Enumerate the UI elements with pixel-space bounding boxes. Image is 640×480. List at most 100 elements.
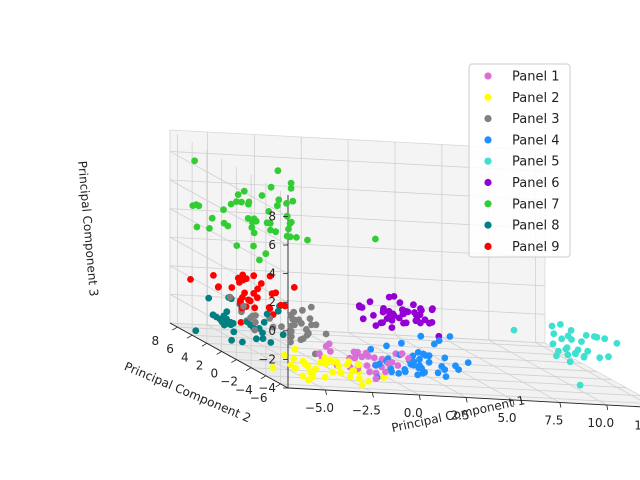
data-point (548, 322, 556, 330)
data-point (383, 315, 391, 322)
legend-marker (484, 178, 492, 187)
data-point (257, 280, 265, 287)
data-point (195, 202, 203, 210)
data-point (285, 225, 292, 233)
data-point (316, 350, 323, 357)
y-tick-label: −6 (250, 391, 268, 405)
data-point (267, 183, 275, 191)
data-point (395, 314, 403, 322)
data-point (564, 351, 572, 359)
data-point (558, 335, 566, 343)
data-point (267, 339, 275, 346)
data-point (410, 361, 417, 369)
x-tick-label: −2.5 (352, 404, 381, 418)
data-point (248, 224, 256, 231)
data-point (372, 322, 380, 329)
data-point (412, 317, 420, 325)
x-tick-mark (465, 397, 468, 403)
data-point (312, 321, 320, 329)
data-point (356, 375, 363, 383)
data-point (240, 302, 247, 310)
legend-entry: Panel 9 (512, 240, 559, 255)
data-point (273, 202, 281, 210)
data-point (346, 373, 354, 381)
data-point (292, 364, 299, 372)
data-point (256, 256, 263, 264)
data-point (435, 337, 443, 344)
data-point (582, 332, 590, 339)
data-point (283, 232, 291, 240)
data-point (321, 374, 329, 381)
data-point (434, 369, 442, 377)
data-point (414, 349, 422, 356)
x-tick-label: 10.0 (587, 416, 614, 430)
data-point (354, 348, 361, 356)
data-point (208, 214, 216, 222)
data-point (394, 362, 402, 369)
y-tick-label: 2 (196, 358, 204, 372)
data-point (419, 350, 427, 358)
data-point (593, 333, 601, 341)
data-point (253, 335, 260, 343)
data-point (351, 354, 359, 362)
grid-line (177, 326, 553, 348)
data-point (306, 368, 314, 376)
data-point (380, 305, 387, 312)
data-point (251, 304, 259, 312)
data-point (355, 302, 363, 310)
data-point (287, 179, 295, 187)
data-point (245, 296, 252, 304)
data-point (382, 368, 389, 376)
data-point (206, 225, 213, 232)
data-point (274, 307, 282, 315)
data-point (272, 228, 280, 236)
data-point (295, 316, 303, 324)
x-tick-mark (606, 404, 609, 411)
x-tick-label: 12.5 (634, 419, 640, 433)
data-point (417, 305, 424, 312)
data-point (388, 324, 396, 331)
data-point (375, 360, 383, 368)
data-point (302, 326, 310, 333)
data-point (234, 191, 242, 199)
y-tick-mark (260, 375, 267, 380)
x-tick-mark (559, 402, 562, 408)
data-point (580, 352, 588, 360)
x-tick-mark (418, 394, 421, 401)
data-point (299, 306, 306, 314)
data-point (557, 321, 564, 328)
data-point (237, 319, 245, 326)
x-tick-label: 7.5 (544, 414, 563, 428)
data-point (287, 185, 295, 192)
data-point (366, 298, 374, 306)
data-point (401, 366, 409, 373)
data-point (372, 375, 380, 383)
legend-entry: Panel 4 (512, 133, 559, 148)
data-point (417, 332, 425, 340)
data-point (258, 192, 266, 199)
data-point (395, 370, 403, 377)
grid-line (169, 151, 289, 217)
data-point (268, 290, 276, 298)
y-tick-mark (231, 359, 237, 363)
legend-marker (484, 72, 492, 80)
data-point (287, 333, 295, 340)
data-point (220, 219, 228, 227)
data-point (250, 272, 258, 280)
x-tick-mark (371, 392, 374, 398)
data-point (404, 308, 412, 316)
data-point (249, 218, 256, 226)
y-tick-label: 8 (152, 334, 160, 348)
data-point (414, 371, 422, 379)
legend-marker (484, 93, 492, 101)
data-point (402, 319, 410, 327)
grid-line (169, 265, 546, 287)
data-point (337, 368, 344, 376)
z-tick-label: 8 (268, 209, 276, 223)
data-point (254, 285, 262, 293)
data-point (605, 353, 612, 361)
data-point (384, 360, 392, 367)
legend-entry: Panel 6 (512, 176, 559, 191)
z-tick-label: 0 (268, 324, 276, 338)
